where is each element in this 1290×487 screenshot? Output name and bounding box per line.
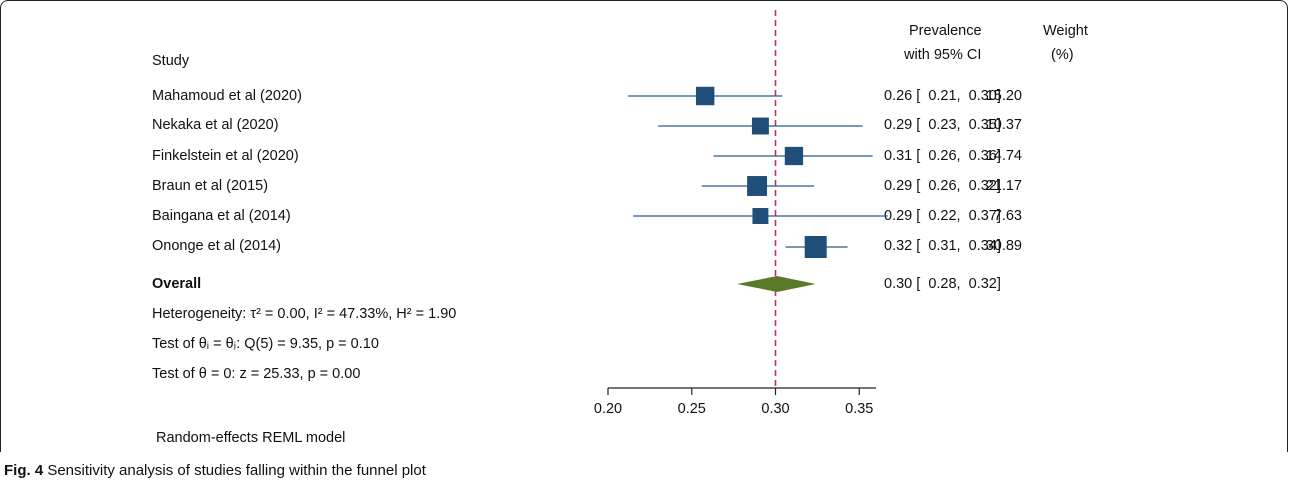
study-estimate-label: 0.29 [ 0.22, 0.37] [884,208,1001,224]
study-marker [784,146,804,166]
test-equal-note: Test of θᵢ = θⱼ: Q(5) = 9.35, p = 0.10 [152,336,379,352]
study-marker [747,176,768,196]
x-tick-label: 0.20 [594,401,622,417]
weight-column-header-line1: Weight [1043,23,1088,39]
overall-estimate-label: 0.30 [ 0.28, 0.32] [884,276,1001,292]
study-name: Finkelstein et al (2020) [152,148,299,164]
study-estimate-label: 0.29 [ 0.26, 0.32] [884,178,1001,194]
study-marker [804,236,827,258]
estimate-column-header-line1: Prevalence [909,23,982,39]
weight-column-header-line2: (%) [1051,47,1074,63]
study-name: Ononge et al (2014) [152,238,281,254]
study-marker [751,117,769,135]
study-name: Braun et al (2015) [152,178,269,194]
study-name: Mahamoud et al (2020) [152,88,302,104]
study-estimate-label: 0.32 [ 0.31, 0.34] [884,238,1001,254]
figure-frame [0,0,1288,452]
study-weight: 30.89 [985,238,1022,254]
heterogeneity-note: Heterogeneity: τ² = 0.00, I² = 47.33%, H… [152,306,457,322]
study-weight: 21.17 [985,178,1022,194]
study-name: Nekaka et al (2020) [152,117,279,133]
study-column-header: Study [152,53,190,69]
test-zero-note: Test of θ = 0: z = 25.33, p = 0.00 [152,366,361,382]
x-tick-label: 0.35 [845,401,873,417]
x-tick-label: 0.25 [678,401,706,417]
overall-diamond [736,276,816,292]
figure-caption: Fig. 4 Sensitivity analysis of studies f… [4,462,426,479]
study-weight: 10.37 [985,117,1022,133]
study-estimate-label: 0.29 [ 0.23, 0.35] [884,117,1001,133]
caption-text: Sensitivity analysis of studies falling … [43,462,426,479]
x-tick-label: 0.30 [761,401,789,417]
study-marker [752,208,769,224]
study-estimate-label: 0.31 [ 0.26, 0.36] [884,148,1001,164]
study-weight: 14.74 [985,148,1022,164]
overall-label: Overall [152,276,202,292]
study-weight: 15.20 [985,88,1022,104]
study-weight: 7.63 [993,208,1022,224]
study-marker [695,86,715,106]
estimate-column-header-line2: with 95% CI [904,47,982,63]
study-estimate-label: 0.26 [ 0.21, 0.30] [884,88,1001,104]
model-label: Random-effects REML model [156,430,346,446]
study-name: Baingana et al (2014) [152,208,291,224]
caption-label: Fig. 4 [4,462,44,479]
